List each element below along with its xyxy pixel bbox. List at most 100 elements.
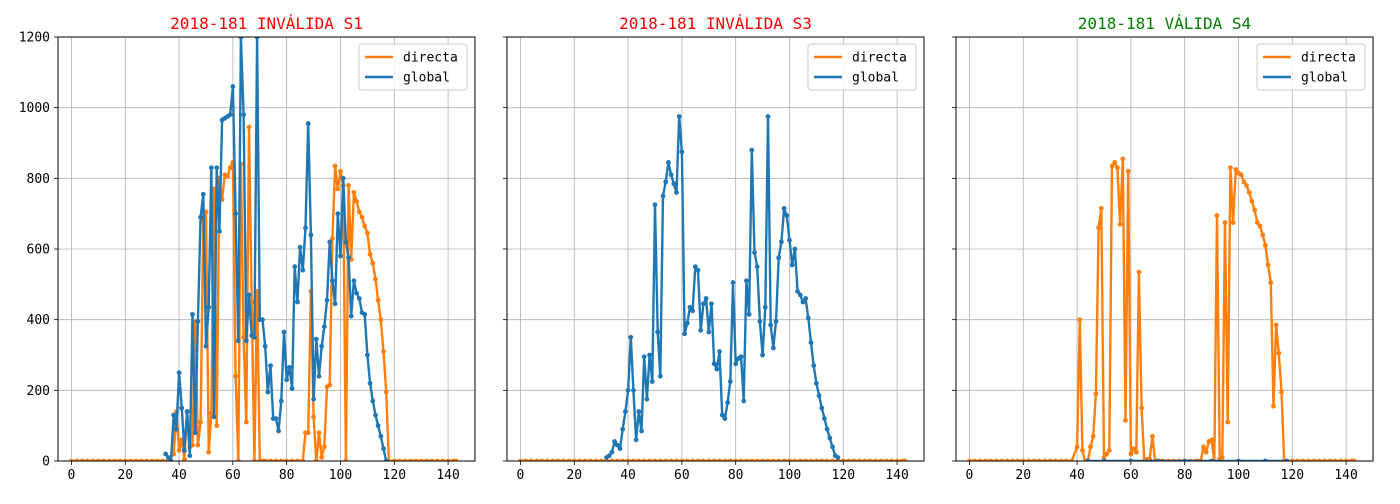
data-point-directa [555,458,561,461]
chart-title: 2018-181 VÁLIDA S4 [1078,14,1251,33]
data-point-directa [1230,220,1236,225]
data-point-directa [873,458,878,461]
data-point-directa [1136,269,1142,275]
data-point-directa [1109,163,1115,169]
data-point-global [749,147,755,153]
data-point-directa [582,458,588,461]
data-point-global [316,373,322,379]
x-tick-label: 40 [620,468,636,483]
legend-box [1256,43,1366,91]
data-point-global [687,304,693,310]
data-point-global [762,304,768,310]
data-point-global [303,225,308,231]
data-point-global [813,380,819,386]
data-point-directa [744,458,749,461]
data-point-directa [518,458,523,461]
data-point-global [327,239,333,245]
chart-panel-1: 0 20 40 60 80 100 120 140 0 200 400 600 800 1000 1200 2… [19,14,476,483]
data-point-directa [894,458,900,461]
data-point-global [171,412,177,418]
data-point-global [717,349,722,354]
data-point-global [663,179,669,185]
data-point-directa [332,163,338,169]
data-point-global [241,112,247,118]
data-point-directa [830,458,835,461]
data-point-global [682,331,687,337]
legend: directa global [358,43,468,91]
data-point-directa [711,458,717,461]
data-point-directa [198,419,203,425]
data-point-global [295,299,300,305]
data-point-global [383,458,389,461]
data-point-directa [356,209,362,215]
data-point-global [246,292,252,298]
data-point-directa [305,430,311,436]
data-point-directa [101,458,107,461]
data-point-global [819,405,825,411]
data-point-directa [316,430,322,436]
data-point-directa [840,458,846,461]
data-point-global [690,308,696,314]
data-point-global [830,444,835,450]
y-tick-label: 1200 [19,31,50,46]
x-tick-label: 20 [117,468,133,483]
data-point-global [179,405,185,411]
data-point-directa [787,458,792,461]
data-point-directa [1246,190,1252,195]
y-tick-label: 0 [42,455,50,470]
data-point-global [381,446,386,452]
data-point-global [203,343,209,349]
data-point-directa [550,458,556,461]
data-point-directa [241,334,247,340]
data-point-directa [690,458,696,461]
data-point-global [714,366,720,372]
data-point-directa [79,458,85,461]
data-point-directa [620,458,626,461]
data-point-directa [122,458,128,461]
data-point-global [321,324,327,330]
data-point-global [797,292,803,298]
data-point-global [195,319,201,324]
data-point-global [284,377,290,383]
data-point-directa [808,458,814,461]
data-point-directa [1015,458,1021,461]
data-point-directa [133,458,139,461]
data-point-directa [668,458,674,461]
data-point-global [647,352,652,358]
data-point-global [254,37,260,40]
data-point-directa [370,260,376,266]
data-point-global [308,232,314,238]
data-point-global [324,297,330,303]
data-point-directa [1222,220,1228,225]
data-point-global [206,304,212,310]
x-tick-label: 0 [966,468,974,483]
data-point-directa [362,223,368,229]
data-point-global [727,379,733,384]
data-point-global [666,160,671,165]
chart-panel-3: 0 20 40 60 80 100 120 140 2018-181 VÁLIDA S4 dire… [952,14,1374,483]
data-point-global [184,409,190,414]
data-point-global [698,327,704,333]
data-point-directa [727,458,733,461]
data-point-global [787,237,792,243]
data-point-global [612,439,618,444]
data-point-directa [225,174,230,179]
data-point-directa [1289,458,1295,461]
data-point-global [811,363,817,368]
data-point-directa [1219,455,1225,460]
data-point-directa [1327,458,1333,461]
data-point-directa [631,458,636,461]
data-point-directa [1249,198,1255,204]
data-point-global [343,239,349,245]
data-point-global [779,239,784,245]
data-point-directa [74,458,80,461]
data-point-global [674,190,679,195]
x-tick-label: 60 [674,468,690,483]
series-directa [967,156,1357,461]
data-point-directa [1338,458,1344,461]
data-point-directa [561,458,566,461]
data-point-directa [1101,455,1107,460]
data-point-directa [523,458,529,461]
x-tick-label: 60 [225,468,241,483]
data-point-global [652,202,658,208]
